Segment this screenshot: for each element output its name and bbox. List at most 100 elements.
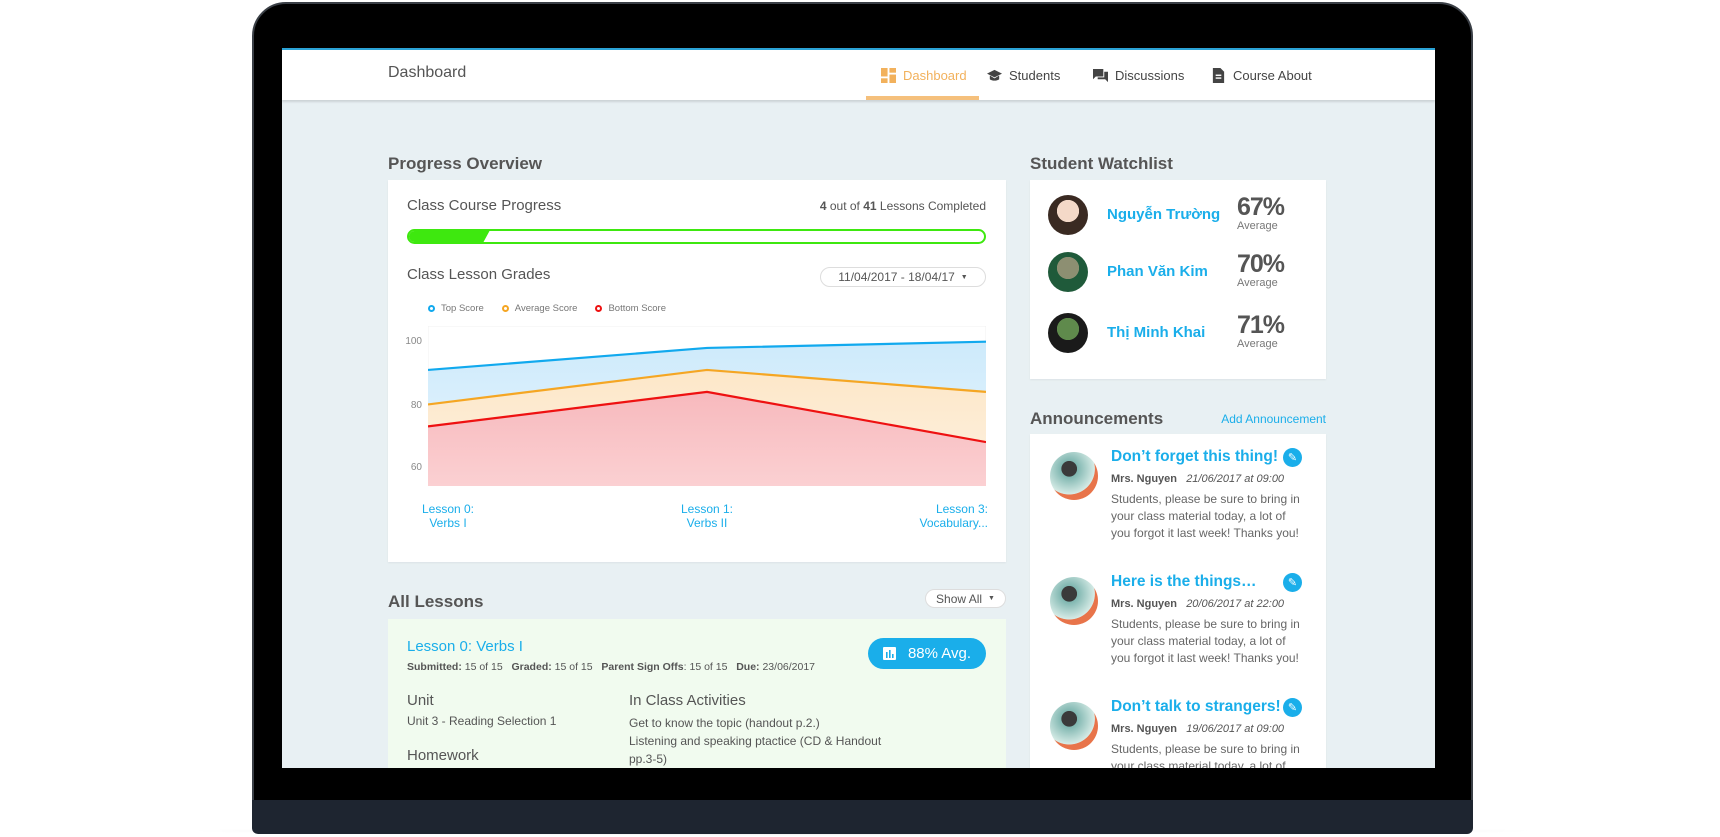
x-label-line: Verbs I	[429, 516, 467, 530]
activity-item: Listening and speaking ptactice (CD & Ha…	[629, 734, 882, 748]
tab-dashboard[interactable]: Dashboard	[881, 50, 967, 100]
progress-card: Class Course Progress 4 out of 41 Lesson…	[388, 180, 1006, 562]
announcement-body: Students, please be sure to bring in you…	[1111, 742, 1300, 768]
student-percent: 71%	[1237, 311, 1285, 339]
series-line-2	[428, 390, 986, 444]
activity-item: pp.3-5)	[629, 752, 668, 766]
lesson-meta: Submitted: 15 of 15 Graded: 15 of 15 Par…	[407, 661, 815, 673]
graded-value: 15 of 15	[554, 661, 593, 673]
student-name[interactable]: Thị Minh Khai	[1107, 324, 1206, 341]
x-label-lesson-1: Lesson 1: Verbs II	[667, 502, 747, 530]
unit-value: Unit 3 - Reading Selection 1	[407, 714, 557, 728]
dashboard-icon	[881, 67, 896, 83]
legend-dot-icon	[428, 305, 435, 312]
announcement-title[interactable]: Don’t forget this thing!	[1111, 448, 1279, 465]
announcement-author: Mrs. Nguyen	[1111, 598, 1178, 610]
x-label-line: Lesson 1:	[680, 502, 734, 516]
announcement-meta: Mrs. Nguyen 19/06/2017 at 09:00	[1111, 723, 1284, 735]
legend-label: Top Score	[441, 303, 484, 314]
tab-discussions[interactable]: Discussions	[1093, 50, 1184, 100]
announcement-author: Mrs. Nguyen	[1111, 473, 1178, 485]
legend-label: Average Score	[514, 303, 578, 314]
author-avatar	[1050, 702, 1098, 750]
announcement-date: 21/06/2017 at 09:00	[1186, 473, 1285, 485]
student-name[interactable]: Nguyễn Trường	[1107, 206, 1221, 223]
edit-pencil-icon[interactable]: ✎	[1283, 448, 1302, 467]
edit-pencil-icon[interactable]: ✎	[1283, 573, 1302, 592]
laptop-base	[252, 800, 1473, 834]
legend-top: Top Score	[428, 303, 484, 314]
show-all-select[interactable]: Show All ▼	[925, 589, 1006, 608]
announcement-meta: Mrs. Nguyen 20/06/2017 at 22:00	[1111, 598, 1284, 610]
course-progress-bar	[407, 229, 986, 244]
announcement-item: Don’t forget this thing! ✎ Mrs. Nguyen 2…	[1030, 448, 1326, 568]
completed-suffix: Lessons Completed	[876, 199, 986, 213]
edit-pencil-icon[interactable]: ✎	[1283, 698, 1302, 717]
announcement-date: 19/06/2017 at 09:00	[1186, 723, 1285, 735]
legend-dot-icon	[595, 305, 603, 312]
average-value: 88% Avg.	[907, 645, 972, 662]
tab-label: Course About	[1233, 67, 1312, 83]
lesson-grades-label: Class Lesson Grades	[407, 266, 551, 283]
add-announcement-link[interactable]: Add Announcement	[1221, 412, 1326, 426]
tab-label: Dashboard	[903, 67, 967, 83]
lesson-title-link[interactable]: Lesson 0: Verbs I	[407, 638, 523, 655]
author-avatar	[1050, 452, 1098, 500]
watchlist-row[interactable]: Thị Minh Khai 71% Average	[1030, 311, 1326, 355]
homework-label: Homework	[407, 747, 479, 764]
show-all-value: Show All	[936, 591, 983, 606]
watchlist-card: Nguyễn Trường 67% Average Phan Văn Kim 7…	[1030, 180, 1326, 379]
progress-overview-heading: Progress Overview	[388, 154, 543, 173]
activities-label: In Class Activities	[629, 692, 746, 709]
announcement-meta: Mrs. Nguyen 21/06/2017 at 09:00	[1111, 473, 1284, 485]
tab-label: Discussions	[1115, 67, 1185, 83]
announcement-title[interactable]: Don’t talk to strangers!	[1111, 698, 1281, 715]
progress-fill	[409, 231, 490, 242]
student-percent-label: Average	[1237, 277, 1278, 289]
date-range-select[interactable]: 11/04/2017 - 18/04/17 ▼	[820, 267, 986, 287]
tab-students[interactable]: Students	[987, 50, 1060, 100]
date-range-value: 11/04/2017 - 18/04/17	[838, 270, 955, 284]
announcement-title[interactable]: Here is the things…	[1111, 573, 1257, 590]
due-value: 23/06/2017	[762, 661, 816, 673]
average-badge-button[interactable]: 88% Avg.	[868, 638, 986, 669]
activity-item: Get to know the topic (handout p.2.)	[629, 716, 820, 730]
unit-label: Unit	[407, 692, 434, 709]
x-label-lesson-3: Lesson 3: Vocabulary...	[876, 502, 988, 530]
series-line-1	[428, 368, 986, 406]
student-percent-label: Average	[1237, 220, 1278, 232]
watchlist-row[interactable]: Phan Văn Kim 70% Average	[1030, 250, 1326, 294]
student-percent-label: Average	[1237, 338, 1278, 350]
lessons-completed: 4 out of 41 Lessons Completed	[820, 199, 986, 213]
x-label-line: Verbs II	[686, 516, 728, 530]
y-tick: 80	[410, 400, 422, 411]
y-tick: 100	[405, 336, 422, 347]
announcement-item: Here is the things… ✎ Mrs. Nguyen 20/06/…	[1030, 573, 1326, 693]
all-lessons-heading: All Lessons	[388, 592, 484, 611]
submitted-value: 15 of 15	[464, 661, 503, 673]
x-label-line: Lesson 0:	[421, 502, 475, 516]
page-title: Dashboard	[388, 64, 467, 81]
chart-legend: Top Score Average Score Bottom Score	[428, 303, 666, 314]
tab-course-about[interactable]: Course About	[1211, 50, 1312, 100]
legend-average: Average Score	[501, 303, 578, 314]
caret-down-icon: ▼	[960, 273, 968, 281]
x-label-line: Lesson 3:	[935, 502, 988, 516]
due-label: Due:	[736, 661, 760, 673]
top-header: Dashboard Dashboard Students Discussions…	[282, 48, 1435, 100]
announcement-body: Students, please be sure to bring in you…	[1111, 492, 1300, 540]
tab-label: Students	[1009, 67, 1061, 83]
x-label-line: Vocabulary...	[919, 516, 988, 530]
student-avatar	[1048, 195, 1088, 235]
student-name[interactable]: Phan Văn Kim	[1107, 263, 1208, 280]
document-icon	[1212, 67, 1225, 83]
student-percent: 67%	[1237, 193, 1285, 221]
activities-list: Get to know the topic (handout p.2.) Lis…	[629, 714, 881, 768]
legend-label: Bottom Score	[608, 303, 667, 314]
watchlist-row[interactable]: Nguyễn Trường 67% Average	[1030, 193, 1326, 237]
screen: Dashboard Dashboard Students Discussions…	[282, 48, 1435, 768]
announcements-card: Don’t forget this thing! ✎ Mrs. Nguyen 2…	[1030, 434, 1326, 768]
x-label-lesson-0: Lesson 0: Verbs I	[408, 502, 488, 530]
student-percent: 70%	[1237, 250, 1285, 278]
completed-count: 4	[819, 199, 827, 213]
